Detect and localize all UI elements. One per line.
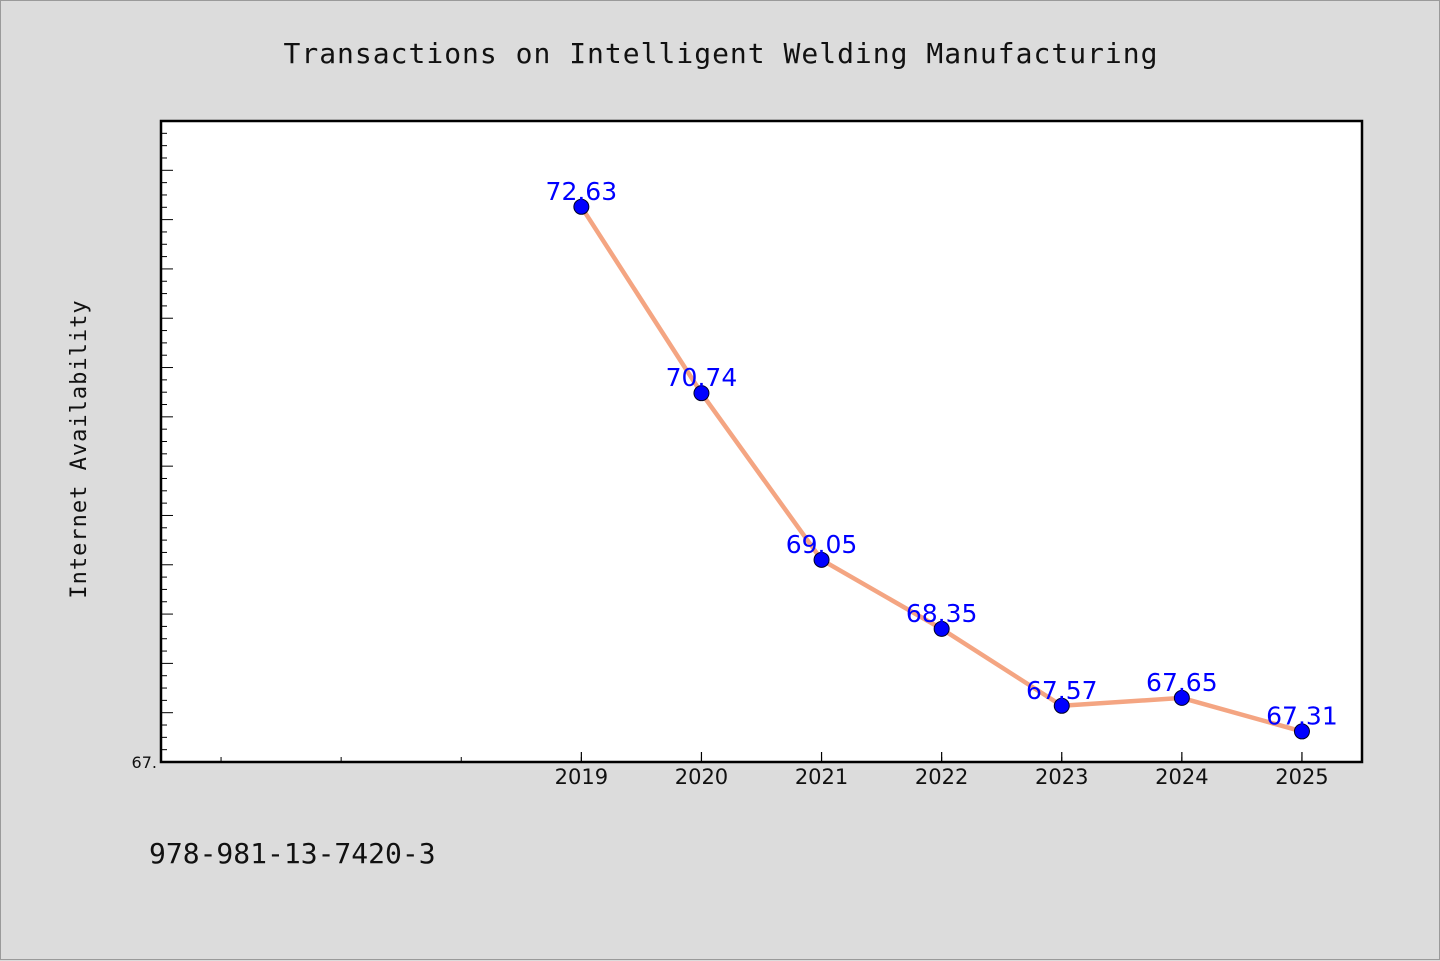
data-point-2020 — [693, 385, 710, 402]
data-label-2022: 68.35 — [906, 599, 978, 628]
series-layer: 72.63 70.74 69.05 68.35 67.57 67.65 67.31 — [546, 177, 1338, 740]
y-axis-ticks — [161, 132, 173, 751]
x-tick-label-2023: 2023 — [1035, 765, 1088, 789]
data-label-2024: 67.65 — [1146, 668, 1218, 697]
data-label-2019: 72.63 — [546, 177, 618, 206]
x-tick-label-2019: 2019 — [555, 765, 608, 789]
data-label-2021: 69.05 — [786, 530, 858, 559]
x-tick-label-2020: 2020 — [675, 765, 728, 789]
data-point-2022 — [933, 620, 950, 637]
x-tick-label-2025: 2025 — [1275, 765, 1328, 789]
y-tick-label: 67. — [132, 753, 157, 772]
data-point-2025 — [1293, 723, 1310, 740]
x-tick-label-2024: 2024 — [1155, 765, 1208, 789]
x-tick-label-2022: 2022 — [915, 765, 968, 789]
data-label-2020: 70.74 — [666, 363, 738, 392]
x-tick-label-2021: 2021 — [795, 765, 848, 789]
y-axis-label: Internet Availability — [67, 299, 92, 598]
plot-area — [159, 119, 1364, 764]
data-label-2025: 67.31 — [1266, 701, 1338, 730]
data-point-2024 — [1173, 689, 1190, 706]
data-point-2023 — [1053, 697, 1070, 714]
data-label-2023: 67.57 — [1026, 676, 1098, 705]
x-axis-ticks: 2019 2020 2021 2022 2023 2024 2025 — [220, 752, 1329, 789]
data-point-2021 — [813, 551, 830, 568]
data-point-2019 — [573, 198, 590, 215]
isbn-text: 978-981-13-7420-3 — [149, 837, 436, 870]
chart-title: Transactions on Intelligent Welding Manu… — [283, 37, 1158, 70]
